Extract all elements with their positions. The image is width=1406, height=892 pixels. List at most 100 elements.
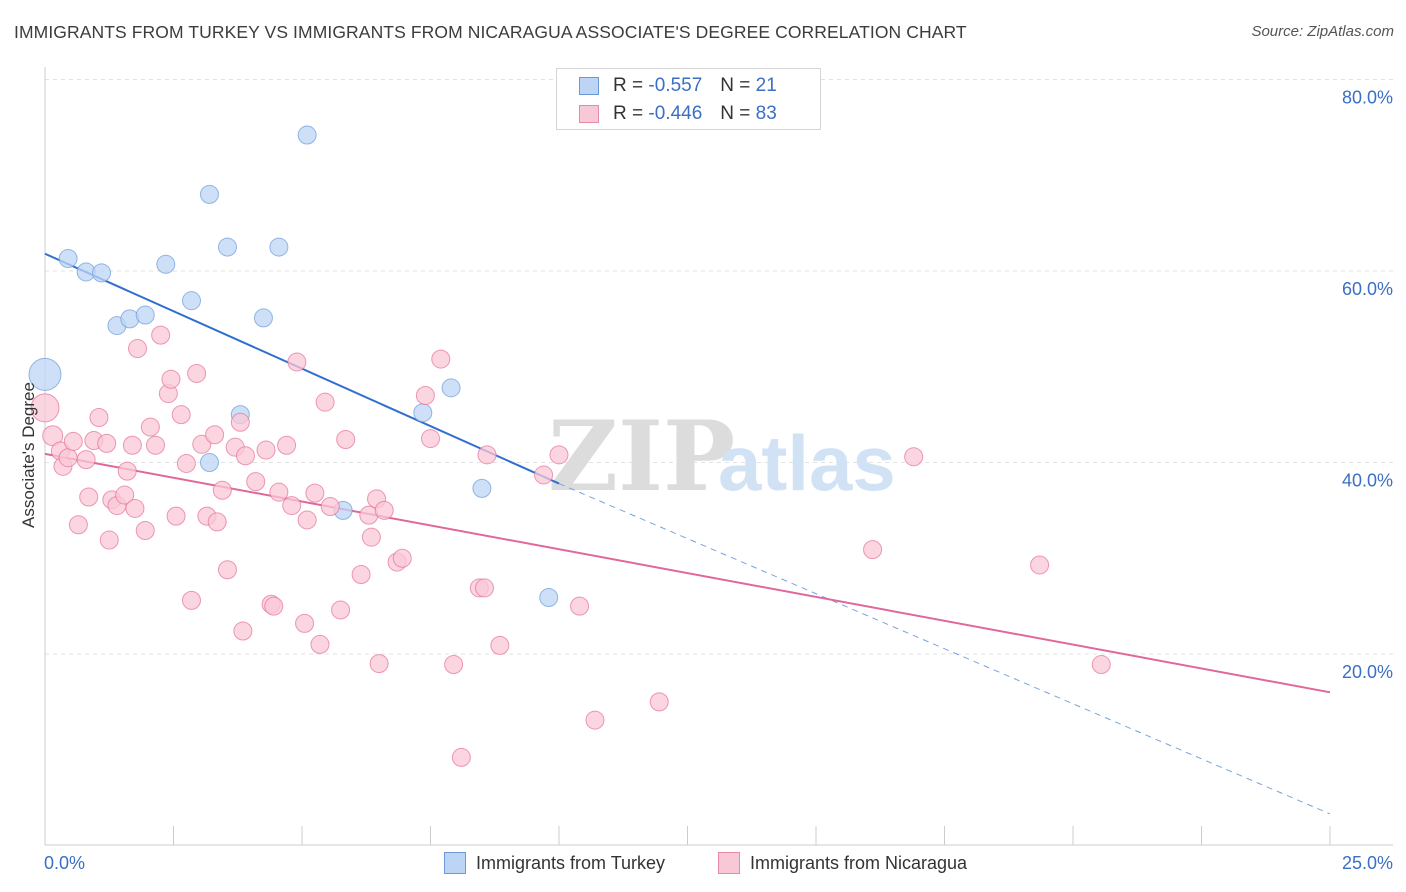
chart-title: IMMIGRANTS FROM TURKEY VS IMMIGRANTS FRO… — [14, 22, 967, 42]
nicaragua-point — [181, 590, 201, 610]
nicaragua-point — [128, 339, 148, 359]
nicaragua-point — [89, 407, 109, 427]
n-label: N = — [720, 75, 751, 96]
turkey-point — [156, 254, 176, 274]
gridlines — [45, 79, 1393, 655]
nicaragua-point — [79, 487, 99, 507]
nicaragua-point — [585, 710, 605, 730]
nicaragua-point — [444, 655, 464, 675]
r-label: R = — [613, 75, 644, 96]
source-credit: Source: ZipAtlas.com — [1251, 23, 1394, 40]
nicaragua-point — [161, 369, 181, 389]
turkey-point — [269, 237, 289, 257]
nicaragua-point — [570, 596, 590, 616]
nicaragua-point — [649, 692, 669, 712]
nicaragua-point — [30, 393, 60, 423]
legend-item-turkey: Immigrants from Turkey — [444, 852, 665, 874]
nicaragua-point — [315, 392, 335, 412]
n-label: N = — [720, 103, 751, 124]
watermark: ZIP atlas — [548, 400, 896, 513]
r-value: -0.446 — [648, 103, 703, 124]
nicaragua-point — [99, 530, 119, 550]
watermark-atlas: atlas — [718, 419, 896, 507]
y-axis-label: Associate's Degree — [19, 382, 38, 528]
data-points — [28, 125, 1111, 767]
nicaragua-point — [305, 483, 325, 503]
nicaragua-point — [135, 520, 155, 540]
turkey-point — [135, 305, 155, 325]
nicaragua-point — [287, 352, 307, 372]
nicaragua-point — [297, 510, 317, 530]
nicaragua-point — [166, 506, 186, 526]
x-tick-label: 25.0% — [1342, 853, 1393, 873]
axes — [44, 67, 1393, 846]
turkey-point — [472, 478, 492, 498]
nicaragua-point — [58, 448, 78, 468]
nicaragua-point — [230, 412, 250, 432]
nicaragua-swatch — [579, 105, 599, 123]
turkey-point — [199, 184, 219, 204]
nicaragua-point — [76, 450, 96, 470]
nicaragua-point — [176, 453, 196, 473]
nicaragua-point — [534, 465, 554, 485]
turkey-point — [297, 125, 317, 145]
legend-label-nicaragua: Immigrants from Nicaragua — [750, 852, 968, 873]
nicaragua-point — [187, 363, 207, 383]
x-tick-label: 0.0% — [44, 853, 85, 873]
nicaragua-point — [331, 600, 351, 620]
nicaragua-point — [490, 635, 510, 655]
turkey-point — [539, 588, 559, 608]
y-tick-label: 80.0% — [1342, 88, 1393, 108]
nicaragua-point — [233, 621, 253, 641]
nicaragua-point — [68, 515, 88, 535]
turkey-point — [181, 291, 201, 311]
turkey-legend-swatch — [444, 852, 466, 874]
nicaragua-point — [97, 433, 117, 453]
nicaragua-point — [477, 445, 497, 465]
turkey-point — [441, 378, 461, 398]
nicaragua-point — [264, 596, 284, 616]
y-tick-label: 40.0% — [1342, 471, 1393, 491]
nicaragua-point — [431, 349, 451, 369]
nicaragua-point — [336, 430, 356, 450]
watermark-zip: ZIP — [548, 400, 735, 513]
nicaragua-point — [63, 431, 83, 451]
nicaragua-point — [151, 325, 171, 345]
nicaragua-point — [374, 500, 394, 520]
turkey-swatch — [579, 77, 599, 95]
nicaragua-point — [269, 482, 289, 502]
turkey-point — [413, 403, 433, 423]
nicaragua-point — [863, 540, 883, 560]
nicaragua-point — [310, 634, 330, 654]
nicaragua-point — [207, 512, 227, 532]
legend-label-turkey: Immigrants from Turkey — [476, 852, 666, 873]
trend-lines — [44, 252, 1331, 815]
nicaragua-point — [246, 472, 266, 492]
nicaragua-point — [115, 485, 135, 505]
nicaragua-point — [122, 435, 142, 455]
nicaragua-point — [212, 480, 232, 500]
stats-legend-row-turkey: R = -0.557 N = 21 — [579, 73, 777, 99]
y-tick-label: 20.0% — [1342, 662, 1393, 682]
nicaragua-point — [415, 385, 435, 405]
nicaragua-point — [1030, 555, 1050, 575]
turkey-point — [199, 453, 219, 472]
nicaragua-point — [369, 654, 389, 674]
nicaragua-point — [117, 461, 137, 481]
tick-labels: 20.0% 40.0% 60.0% 80.0% 0.0% 25.0% — [44, 88, 1393, 874]
n-value: 83 — [755, 103, 777, 124]
turkey-point — [58, 249, 78, 269]
nicaragua-point — [474, 578, 494, 598]
nicaragua-point — [351, 565, 371, 585]
nicaragua-point — [282, 496, 302, 516]
nicaragua-point — [904, 447, 924, 467]
nicaragua-point — [125, 498, 145, 518]
nicaragua-point — [451, 747, 471, 767]
stats-legend-row-nicaragua: R = -0.446 N = 83 — [579, 101, 777, 127]
nicaragua-point — [217, 560, 237, 580]
series-legend: Immigrants from Turkey Immigrants from N… — [0, 850, 1406, 878]
nicaragua-point — [1091, 655, 1111, 675]
legend-item-nicaragua: Immigrants from Nicaragua — [718, 852, 967, 874]
turkey-point — [28, 357, 62, 391]
